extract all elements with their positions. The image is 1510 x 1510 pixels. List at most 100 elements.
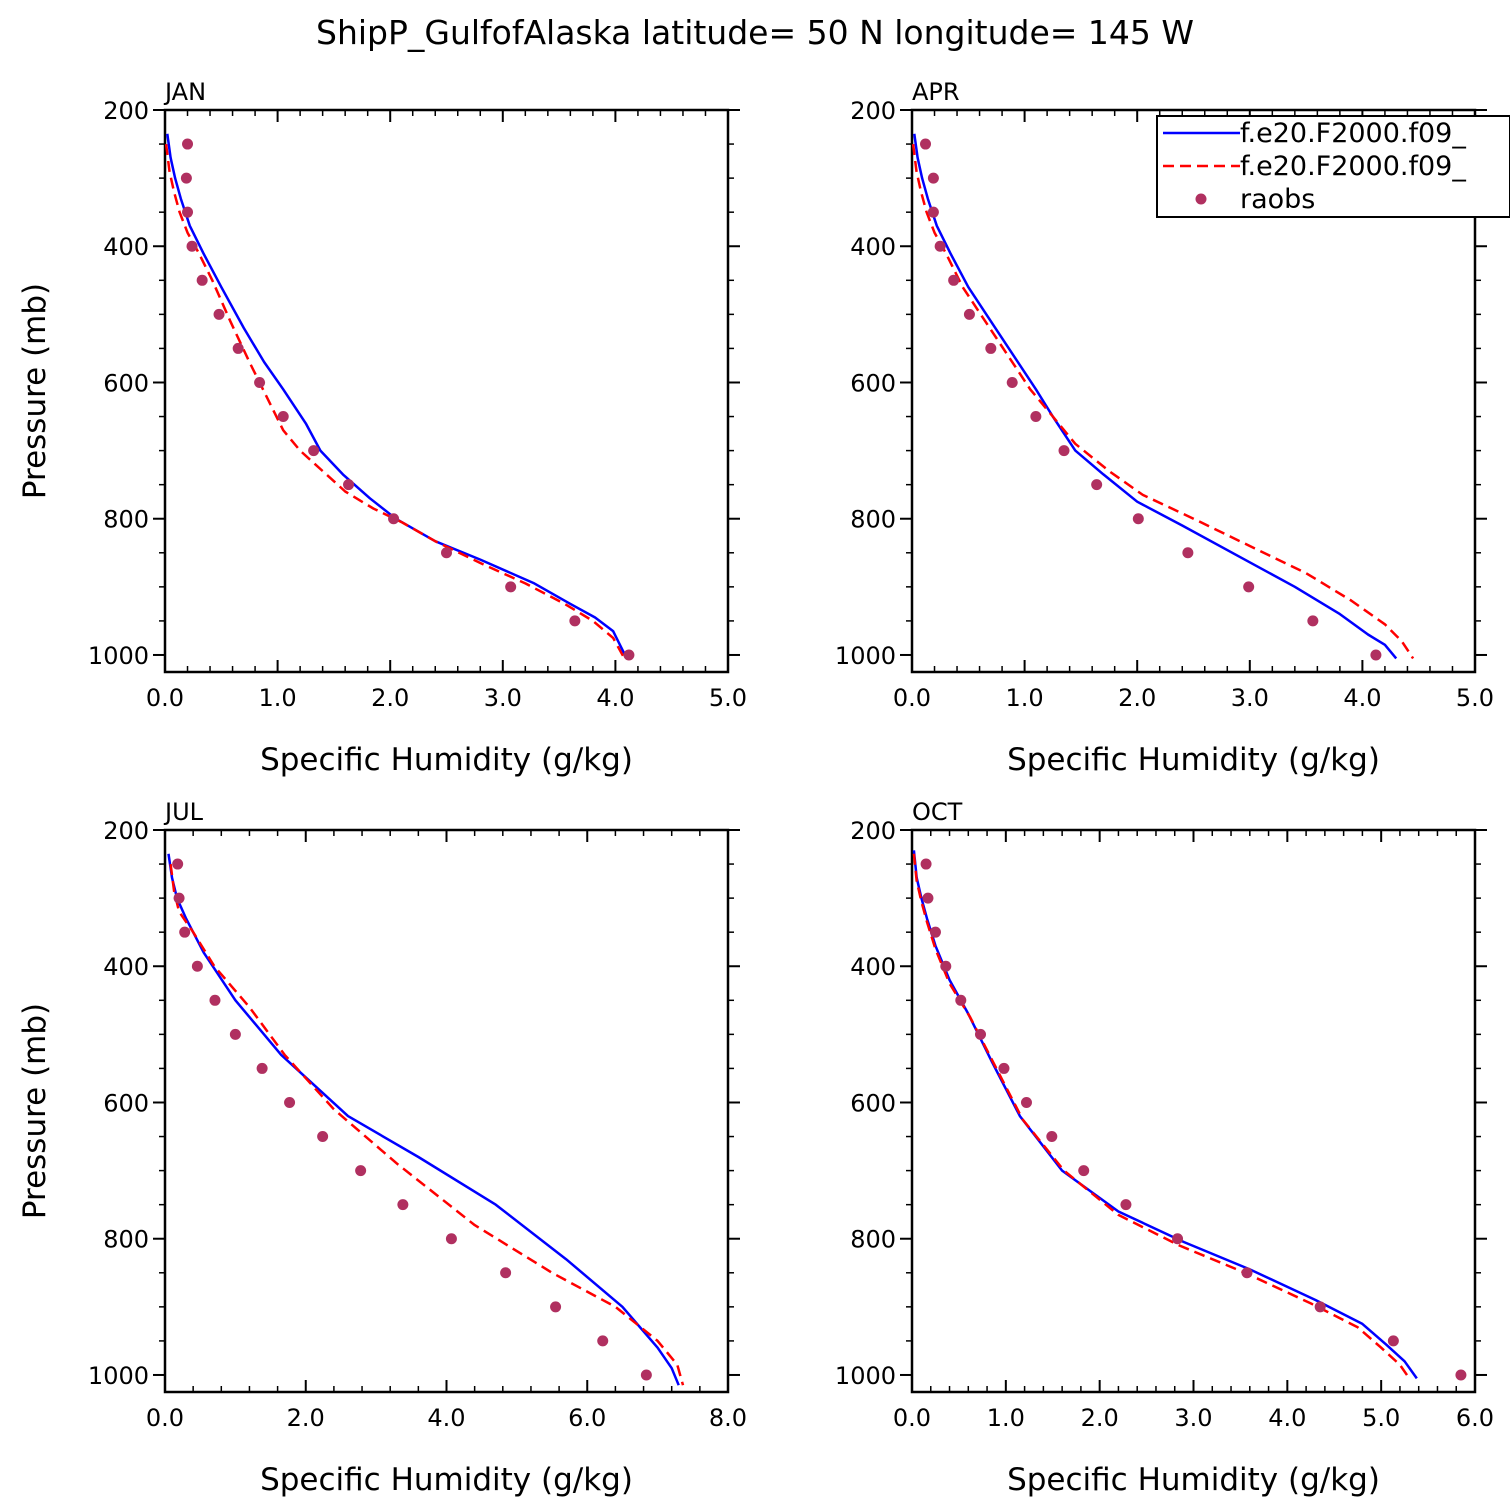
x-tick-label: 3.0 (484, 684, 522, 712)
raobs-point (597, 1335, 609, 1347)
raobs-point (1020, 1096, 1032, 1108)
raobs-point (1243, 581, 1255, 593)
y-tick-label: 800 (850, 506, 896, 534)
y-tick-label: 400 (103, 953, 149, 981)
raobs-point (1091, 479, 1103, 491)
panel-month-label: OCT (912, 798, 963, 826)
raobs-point (182, 138, 194, 150)
raobs-point (569, 615, 581, 627)
figure-title: ShipP_GulfofAlaska latitude= 50 N longit… (316, 13, 1194, 52)
panel-jul: JUL 0.0 2.0 4.0 6.0 8.0 200 400 600 800 1000 Specif… (17, 798, 747, 1498)
raobs-point (277, 411, 289, 423)
raobs-point (963, 308, 975, 320)
raobs-point (1314, 1301, 1326, 1313)
x-axis-label: Specific Humidity (g/kg) (260, 742, 633, 778)
raobs-point (922, 892, 934, 904)
x-tick-label: 6.0 (1456, 1404, 1494, 1432)
raobs-point (229, 1028, 241, 1040)
raobs-point (623, 649, 635, 661)
y-axis-label: Pressure (mb) (17, 283, 53, 499)
plot-area (912, 133, 1415, 661)
x-tick-label: 0.0 (146, 1404, 184, 1432)
x-tick-label: 5.0 (1456, 684, 1494, 712)
y-tick-label: 200 (850, 97, 896, 125)
panel-frame (910, 828, 1477, 1394)
raobs-point (920, 858, 932, 870)
legend-label: f.e20.F2000.f09_ (1240, 151, 1466, 182)
raobs-point (934, 240, 946, 252)
x-tick-label: 4.0 (596, 684, 634, 712)
panel-month-label: APR (912, 78, 960, 106)
panel-frame (910, 108, 1477, 674)
raobs-point (640, 1369, 652, 1381)
raobs-point (998, 1062, 1010, 1074)
raobs-point (948, 274, 960, 286)
y-tick-label: 600 (850, 1089, 896, 1117)
x-axis-label: Specific Humidity (g/kg) (1007, 1462, 1380, 1498)
raobs-point (927, 172, 939, 184)
y-tick-label: 1000 (88, 642, 149, 670)
x-tick-label: 2.0 (1081, 1404, 1119, 1432)
raobs-point (397, 1199, 409, 1211)
x-tick-label: 0.0 (146, 684, 184, 712)
x-tick-label: 3.0 (1174, 1404, 1212, 1432)
raobs-point (186, 240, 198, 252)
x-tick-label: 6.0 (568, 1404, 606, 1432)
panel-frame (163, 828, 730, 1394)
raobs-point (182, 206, 194, 218)
raobs-point (1387, 1335, 1399, 1347)
x-tick-label: 1.0 (259, 684, 297, 712)
raobs-point (284, 1096, 296, 1108)
model-dashed-line (169, 863, 685, 1386)
raobs-point (1132, 513, 1144, 525)
x-tick-label: 8.0 (709, 1404, 747, 1432)
raobs-point (1006, 376, 1018, 388)
panel-frame (163, 108, 730, 674)
raobs-point (355, 1165, 367, 1177)
y-tick-label: 400 (850, 953, 896, 981)
raobs-point (172, 858, 184, 870)
panel-month-label: JAN (163, 78, 206, 106)
raobs-point (1078, 1165, 1090, 1177)
x-tick-label: 1.0 (987, 1404, 1025, 1432)
legend-label: raobs (1240, 184, 1315, 215)
raobs-point (1030, 411, 1042, 423)
x-tick-label: 2.0 (287, 1404, 325, 1432)
y-tick-label: 800 (103, 1226, 149, 1254)
raobs-point (1172, 1233, 1184, 1245)
y-tick-label: 600 (103, 1089, 149, 1117)
raobs-point (256, 1062, 268, 1074)
x-axis-label: Specific Humidity (g/kg) (1007, 742, 1380, 778)
raobs-point (179, 926, 191, 938)
raobs-point (173, 892, 185, 904)
raobs-point (955, 994, 967, 1006)
model-dashed-line (165, 143, 626, 660)
y-tick-label: 400 (850, 233, 896, 261)
y-tick-label: 200 (103, 817, 149, 845)
y-tick-label: 800 (103, 506, 149, 534)
x-tick-label: 5.0 (709, 684, 747, 712)
x-tick-label: 1.0 (1006, 684, 1044, 712)
raobs-point (441, 547, 452, 559)
raobs-point (343, 479, 355, 491)
raobs-point (1058, 445, 1070, 457)
raobs-point (445, 1233, 457, 1245)
x-tick-label: 4.0 (427, 1404, 465, 1432)
raobs-point (191, 960, 203, 972)
plot-area (167, 853, 685, 1386)
raobs-point (940, 960, 952, 972)
x-tick-label: 4.0 (1343, 684, 1381, 712)
raobs-point (974, 1028, 986, 1040)
raobs-point (1182, 547, 1194, 559)
y-tick-label: 1000 (835, 642, 896, 670)
y-tick-label: 600 (850, 369, 896, 397)
raobs-point (317, 1131, 329, 1143)
x-tick-label: 2.0 (1118, 684, 1156, 712)
raobs-point (500, 1267, 512, 1279)
plot-area (165, 133, 635, 661)
raobs-point (929, 926, 941, 938)
raobs-point (1455, 1369, 1467, 1381)
raobs-point (1120, 1199, 1132, 1211)
x-axis-label: Specific Humidity (g/kg) (260, 1462, 633, 1498)
